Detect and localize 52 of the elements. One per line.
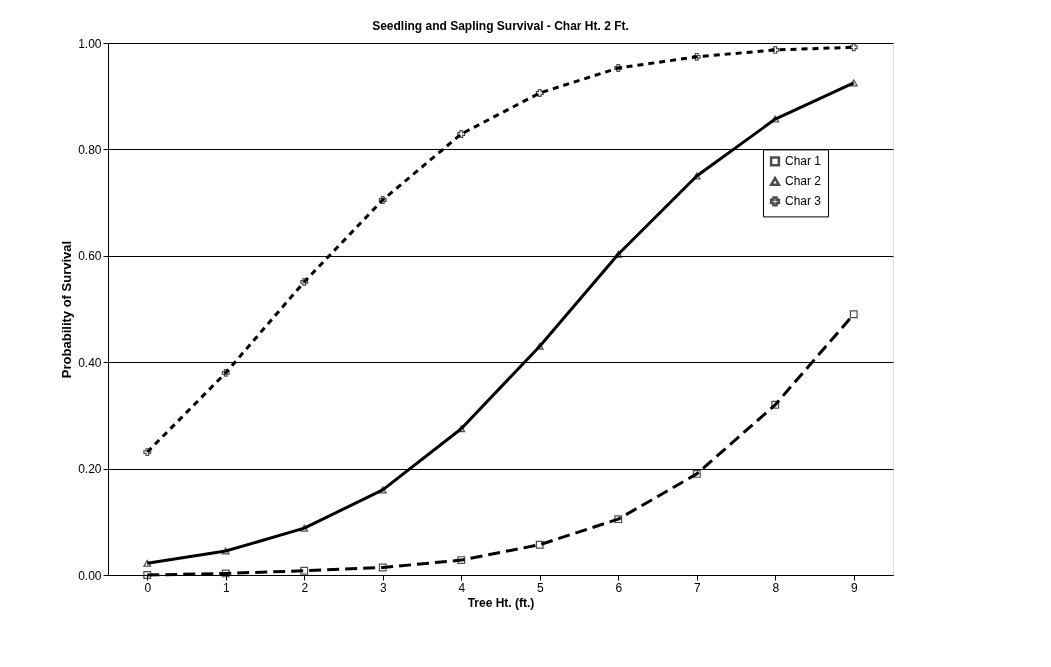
point (614, 64, 623, 72)
point (378, 563, 387, 572)
point (143, 448, 152, 457)
point (614, 515, 623, 524)
point (300, 277, 309, 286)
point (692, 469, 701, 478)
point (221, 569, 230, 578)
x-tick-label: 8 (772, 580, 780, 595)
point (771, 115, 780, 123)
point (614, 250, 623, 258)
y-tick-label: 0.40 (78, 355, 102, 370)
legend-label: Char 1 (785, 154, 822, 169)
point (300, 566, 309, 575)
point (457, 556, 466, 565)
point (849, 43, 858, 52)
x-tick-label: 2 (301, 580, 309, 595)
point (692, 172, 701, 180)
x-tick-label: 5 (536, 580, 544, 595)
point (771, 400, 780, 409)
x-tick-label: 0 (144, 580, 152, 595)
point (378, 195, 387, 204)
y-axis-title: Probability of Survival (59, 240, 75, 379)
point (535, 89, 544, 97)
point (378, 486, 387, 494)
point (221, 368, 230, 377)
point (143, 571, 152, 579)
legend-label: Char 3 (785, 194, 822, 209)
point (849, 79, 858, 87)
x-tick-label: 7 (693, 580, 701, 595)
y-tick-label: 0.00 (78, 568, 102, 583)
point (221, 547, 230, 555)
point (143, 559, 152, 567)
point (849, 310, 858, 319)
x-tick-label: 3 (379, 580, 387, 595)
y-tick-label: 0.60 (78, 249, 102, 264)
point (692, 52, 701, 61)
point (300, 524, 309, 532)
y-tick-label: 0.20 (78, 462, 102, 477)
point (535, 342, 544, 350)
y-tick-label: 1.00 (78, 36, 102, 51)
x-tick-label: 6 (615, 580, 623, 595)
legend-label: Char 2 (785, 174, 822, 189)
chart-title: Seedling and Sapling Survival - Char Ht. 2 Ft. (372, 19, 629, 33)
y-tick-label: 0.80 (78, 142, 102, 157)
x-tick-label: 9 (850, 580, 858, 595)
x-axis-title: Tree Ht. (ft.) (467, 595, 535, 610)
point (771, 45, 780, 54)
point (457, 425, 466, 433)
x-tick-label: 4 (458, 580, 466, 595)
point (457, 130, 466, 138)
x-tick-label: 1 (222, 580, 230, 595)
point (535, 540, 544, 549)
